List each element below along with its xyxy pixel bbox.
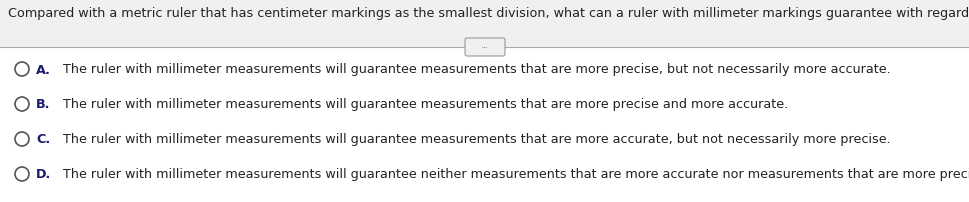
Text: The ruler with millimeter measurements will guarantee measurements that are more: The ruler with millimeter measurements w… (55, 133, 890, 146)
Text: ···: ··· (482, 45, 487, 51)
Text: The ruler with millimeter measurements will guarantee measurements that are more: The ruler with millimeter measurements w… (55, 63, 890, 76)
FancyBboxPatch shape (464, 39, 505, 57)
Text: D.: D. (36, 168, 51, 181)
Text: The ruler with millimeter measurements will guarantee neither measurements that : The ruler with millimeter measurements w… (55, 168, 969, 181)
Text: A.: A. (36, 63, 50, 76)
Text: Compared with a metric ruler that has centimeter markings as the smallest divisi: Compared with a metric ruler that has ce… (8, 7, 969, 20)
Text: C.: C. (36, 133, 50, 146)
FancyBboxPatch shape (0, 48, 969, 202)
Text: B.: B. (36, 98, 50, 111)
FancyBboxPatch shape (0, 0, 969, 48)
Text: The ruler with millimeter measurements will guarantee measurements that are more: The ruler with millimeter measurements w… (55, 98, 788, 111)
